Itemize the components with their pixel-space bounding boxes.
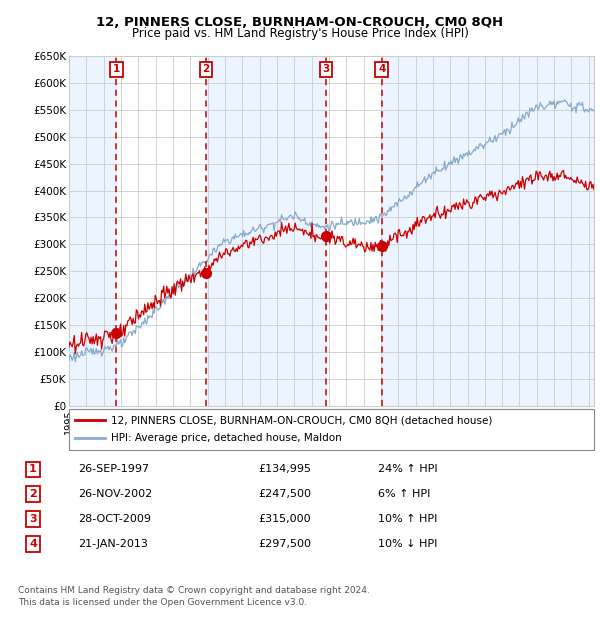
Bar — [382, 56, 594, 406]
Text: 10% ↓ HPI: 10% ↓ HPI — [378, 539, 437, 549]
Text: 12, PINNERS CLOSE, BURNHAM-ON-CROUCH, CM0 8QH (detached house): 12, PINNERS CLOSE, BURNHAM-ON-CROUCH, CM… — [111, 415, 493, 425]
Text: £247,500: £247,500 — [258, 489, 311, 499]
Text: 12, PINNERS CLOSE, BURNHAM-ON-CROUCH, CM0 8QH: 12, PINNERS CLOSE, BURNHAM-ON-CROUCH, CM… — [97, 16, 503, 29]
Text: 10% ↑ HPI: 10% ↑ HPI — [378, 514, 437, 524]
Text: Price paid vs. HM Land Registry's House Price Index (HPI): Price paid vs. HM Land Registry's House … — [131, 27, 469, 40]
Text: HPI: Average price, detached house, Maldon: HPI: Average price, detached house, Mald… — [111, 433, 342, 443]
Text: 2: 2 — [202, 64, 209, 74]
Text: 4: 4 — [29, 539, 37, 549]
Text: 2: 2 — [29, 489, 37, 499]
Bar — [206, 56, 326, 406]
Text: This data is licensed under the Open Government Licence v3.0.: This data is licensed under the Open Gov… — [18, 598, 307, 607]
Text: 1: 1 — [113, 64, 120, 74]
Text: 24% ↑ HPI: 24% ↑ HPI — [378, 464, 437, 474]
Bar — [69, 56, 116, 406]
Text: Contains HM Land Registry data © Crown copyright and database right 2024.: Contains HM Land Registry data © Crown c… — [18, 586, 370, 595]
Text: 21-JAN-2013: 21-JAN-2013 — [78, 539, 148, 549]
Text: 4: 4 — [378, 64, 385, 74]
Text: £134,995: £134,995 — [258, 464, 311, 474]
Text: £315,000: £315,000 — [258, 514, 311, 524]
Text: 6% ↑ HPI: 6% ↑ HPI — [378, 489, 430, 499]
Text: £297,500: £297,500 — [258, 539, 311, 549]
Text: 26-SEP-1997: 26-SEP-1997 — [78, 464, 149, 474]
Text: 3: 3 — [29, 514, 37, 524]
Text: 28-OCT-2009: 28-OCT-2009 — [78, 514, 151, 524]
Text: 26-NOV-2002: 26-NOV-2002 — [78, 489, 152, 499]
Text: 3: 3 — [322, 64, 329, 74]
Text: 1: 1 — [29, 464, 37, 474]
